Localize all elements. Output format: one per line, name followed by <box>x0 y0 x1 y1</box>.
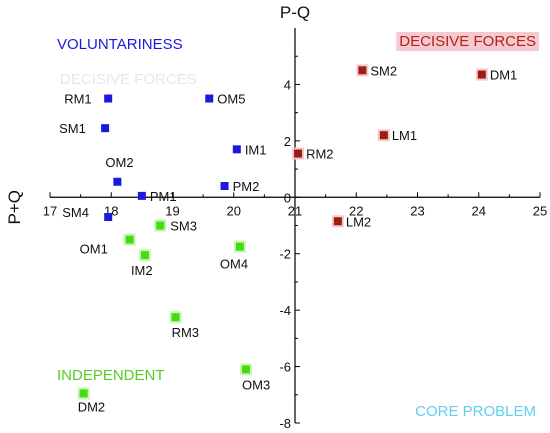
data-point <box>358 66 367 75</box>
data-point <box>104 213 113 222</box>
point-label: OM2 <box>105 155 133 170</box>
data-point <box>101 124 110 133</box>
point-label: DM1 <box>490 68 517 83</box>
point-label: OM5 <box>217 92 245 107</box>
data-point <box>220 182 229 190</box>
x-tick-label: 24 <box>472 203 486 218</box>
y-tick-label: -6 <box>279 360 291 375</box>
data-point <box>113 177 122 186</box>
x-tick-label: 17 <box>43 203 57 218</box>
points-layer: RM1 OM5 SM1 IM1 OM2 PM1 PM2 SM4 SM2 DM1 LM1 RM2 LM2 O… <box>59 63 517 414</box>
quadrant-label-bg <box>396 32 539 51</box>
x-tick-label: 25 <box>533 203 547 218</box>
data-point <box>242 365 250 374</box>
point-label: LM2 <box>346 214 371 229</box>
y-tick-label: -8 <box>279 416 291 431</box>
point-label: SM3 <box>170 219 197 234</box>
point-label: RM2 <box>306 147 333 162</box>
point-label: RM3 <box>172 325 199 340</box>
quadrant-labels: VOLUNTARINESS DECISIVE FORCES INDEPENDENT C… <box>57 32 539 420</box>
background-text: DECISIVE FORCES <box>60 71 197 88</box>
x-axis-title: P-Q <box>280 3 310 22</box>
data-point <box>104 94 113 103</box>
quadrant-label: DECISIVE FORCES <box>399 33 536 50</box>
ghost-layer: DECISIVE FORCES <box>60 71 197 88</box>
x-tick-label: 20 <box>227 203 241 218</box>
data-point <box>232 145 241 154</box>
x-tick-label: 23 <box>410 203 424 218</box>
y-tick-label: 2 <box>284 134 291 149</box>
point-label: OM1 <box>80 242 108 257</box>
data-point <box>140 251 149 260</box>
quadrant-label: VOLUNTARINESS <box>57 36 183 53</box>
data-point <box>171 313 180 322</box>
point-label: LM1 <box>392 128 417 143</box>
y-tick-label: 4 <box>284 77 291 92</box>
x-tick-label: 21 <box>288 203 302 218</box>
data-point <box>137 191 146 200</box>
data-point <box>379 131 388 140</box>
y-axis-title: P+Q <box>5 190 24 225</box>
point-label: SM4 <box>62 205 89 220</box>
data-point <box>125 235 134 244</box>
point-label: RM1 <box>64 92 91 107</box>
point-label: PM2 <box>233 179 260 194</box>
data-point <box>333 217 342 226</box>
point-label: DM2 <box>78 399 105 414</box>
x-tick-label: 22 <box>349 203 363 218</box>
data-point <box>294 149 303 158</box>
point-label: PM1 <box>150 189 177 204</box>
quadrant-label: INDEPENDENT <box>57 367 165 384</box>
data-point <box>477 70 486 79</box>
point-label: IM2 <box>131 263 153 278</box>
quadrant-label: CORE PROBLEM <box>415 403 536 420</box>
y-tick-label: -2 <box>279 247 291 262</box>
y-tick-label: -4 <box>279 303 291 318</box>
point-label: SM2 <box>370 63 397 78</box>
data-point <box>79 389 88 398</box>
point-label: OM4 <box>220 257 248 272</box>
point-label: OM3 <box>242 377 270 392</box>
data-point <box>156 221 165 230</box>
y-tick-label: 0 <box>284 190 291 205</box>
data-point <box>235 242 244 251</box>
x-tick-label: 19 <box>165 203 179 218</box>
data-point <box>205 94 214 103</box>
point-label: SM1 <box>59 121 86 136</box>
point-label: IM1 <box>245 142 267 157</box>
